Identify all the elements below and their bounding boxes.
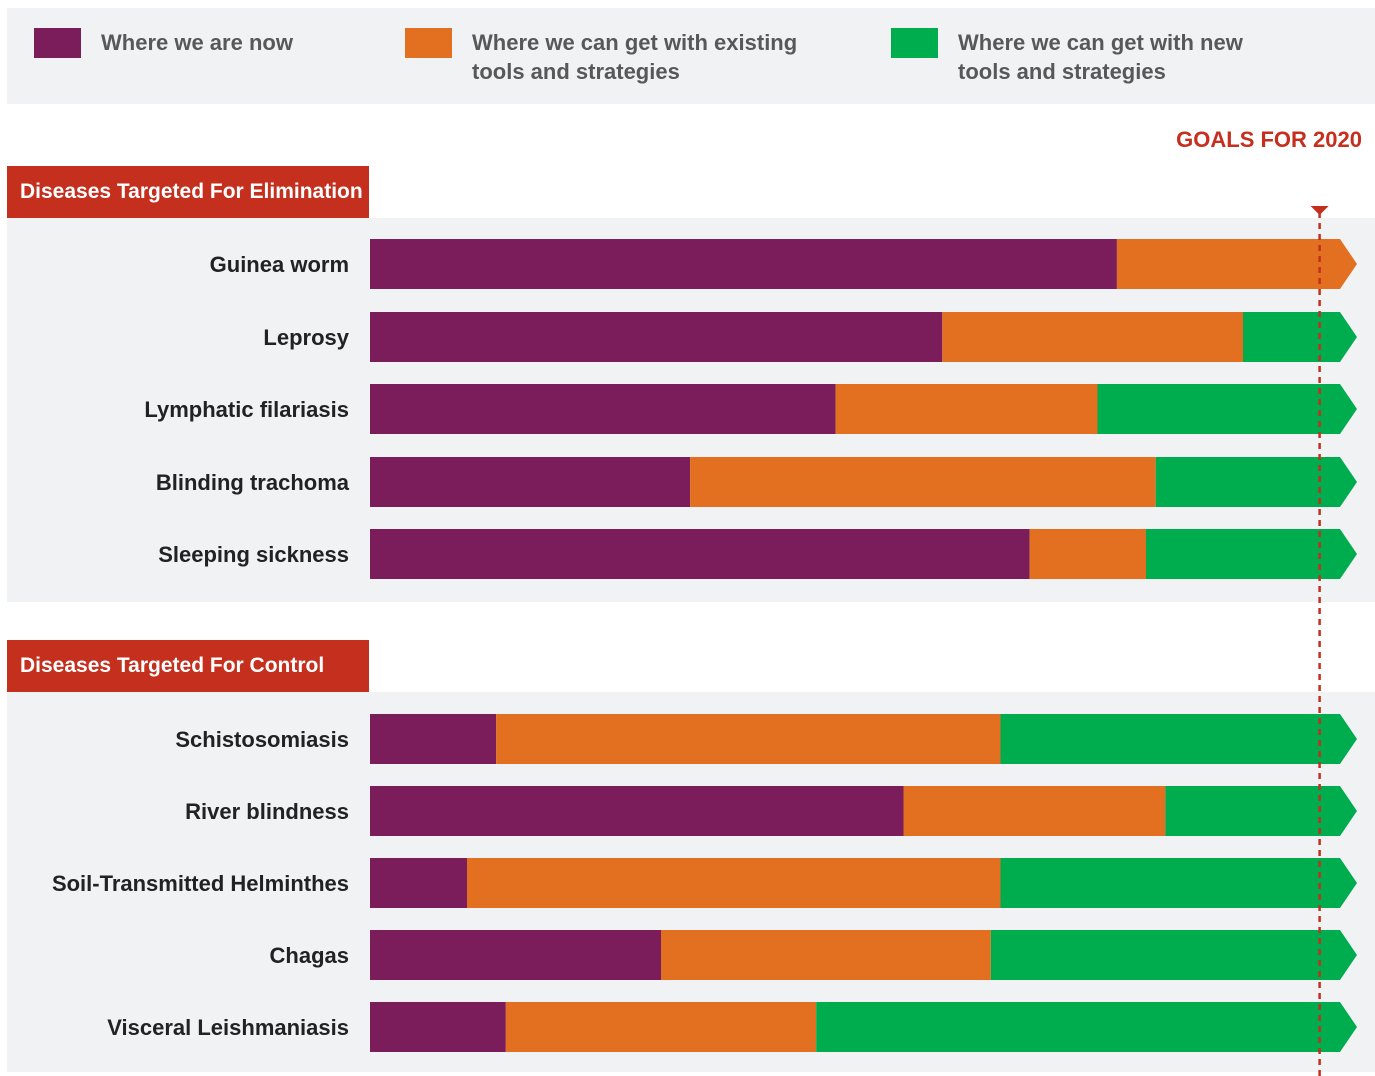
bar-new-visceral-leishmaniasis — [816, 1002, 1357, 1052]
bar-new-soil-transmitted-helminthes — [1000, 858, 1357, 908]
legend-label-new: Where we can get with new tools and stra… — [958, 30, 1243, 84]
bar-new-sleeping-sickness — [1146, 529, 1357, 579]
bar-now-river-blindness — [370, 786, 904, 836]
bar-now-lymphatic-filariasis — [370, 384, 836, 434]
section-header-control: Diseases Targeted For Control — [7, 640, 369, 692]
category-label-sleeping-sickness: Sleeping sickness — [158, 542, 349, 567]
bar-now-soil-transmitted-helminthes — [370, 858, 467, 908]
bar-existing-soil-transmitted-helminthes — [467, 858, 1001, 908]
category-label-leprosy: Leprosy — [263, 325, 349, 350]
goal-marker-icon — [1310, 206, 1329, 215]
bar-existing-sleeping-sickness — [1029, 529, 1146, 579]
legend-item-new: Where we can get with new tools and stra… — [891, 28, 1243, 86]
bar-existing-guinea-worm — [1116, 239, 1357, 289]
bar-existing-schistosomiasis — [496, 714, 1001, 764]
legend-label-existing: Where we can get with existing tools and… — [472, 30, 798, 84]
bar-new-schistosomiasis — [1000, 714, 1357, 764]
category-label-guinea-worm: Guinea worm — [210, 252, 349, 277]
bar-new-chagas — [990, 930, 1357, 980]
bar-new-leprosy — [1243, 312, 1357, 362]
bar-now-blinding-trachoma — [370, 457, 691, 507]
legend-swatch-now — [34, 28, 81, 58]
goal-label: GOALS FOR 2020 — [1176, 127, 1362, 152]
category-label-chagas: Chagas — [270, 943, 349, 968]
legend-item-existing: Where we can get with existing tools and… — [405, 28, 797, 86]
bar-now-schistosomiasis — [370, 714, 497, 764]
bar-new-blinding-trachoma — [1155, 457, 1357, 507]
category-label-soil-transmitted-helminthes: Soil-Transmitted Helminthes — [52, 871, 349, 896]
legend-swatch-new — [891, 28, 938, 58]
bar-existing-blinding-trachoma — [690, 457, 1156, 507]
section-header-elimination: Diseases Targeted For Elimination — [7, 166, 369, 218]
bar-now-chagas — [370, 930, 661, 980]
category-label-visceral-leishmaniasis: Visceral Leishmaniasis — [107, 1015, 349, 1040]
category-label-lymphatic-filariasis: Lymphatic filariasis — [144, 397, 349, 422]
bar-now-sleeping-sickness — [370, 529, 1030, 579]
bar-now-leprosy — [370, 312, 943, 362]
category-label-river-blindness: River blindness — [185, 799, 349, 824]
category-label-schistosomiasis: Schistosomiasis — [175, 727, 349, 752]
bar-existing-river-blindness — [903, 786, 1166, 836]
bar-existing-leprosy — [942, 312, 1243, 362]
legend-item-now: Where we are now — [34, 28, 293, 58]
bar-new-lymphatic-filariasis — [1097, 384, 1357, 434]
bar-now-guinea-worm — [370, 239, 1117, 289]
legend-swatch-existing — [405, 28, 452, 58]
category-label-blinding-trachoma: Blinding trachoma — [156, 470, 350, 495]
bar-existing-lymphatic-filariasis — [835, 384, 1098, 434]
legend: Where we are now Where we can get with e… — [7, 8, 1375, 104]
bar-existing-chagas — [661, 930, 991, 980]
bar-now-visceral-leishmaniasis — [370, 1002, 506, 1052]
legend-label-now: Where we are now — [101, 30, 293, 55]
bar-new-river-blindness — [1165, 786, 1357, 836]
bar-existing-visceral-leishmaniasis — [505, 1002, 817, 1052]
